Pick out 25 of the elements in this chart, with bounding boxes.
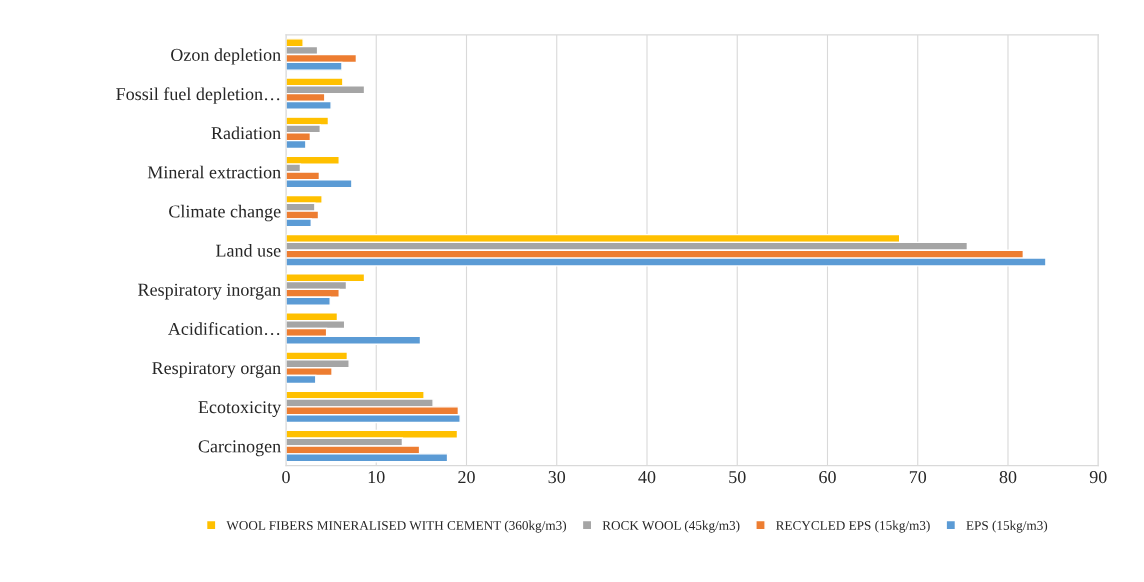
legend-label: EPS (15kg/m3) (966, 520, 1048, 533)
y-tick-label: Radiation (211, 126, 281, 140)
x-tick-label: 90 (1089, 470, 1107, 484)
y-tick-label: Land use (215, 244, 281, 257)
y-tick-label: Respiratory inorgan (138, 283, 281, 300)
x-tick-label: 50 (729, 470, 746, 484)
y-tick-label: Acidification… (168, 322, 280, 336)
x-tick-label: 70 (909, 470, 927, 484)
x-tick-label: 0 (282, 470, 290, 484)
y-tick-label: Respiratory organ (152, 362, 281, 378)
y-tick-label: Carcinogen (198, 440, 281, 457)
x-tick-label: 40 (638, 470, 656, 484)
x-tick-label: 60 (819, 470, 836, 484)
x-tick-label: 30 (548, 470, 566, 484)
y-tick-label: Fossil fuel depletion… (116, 87, 280, 104)
x-tick-label: 10 (368, 470, 385, 484)
x-tick-label: 80 (999, 470, 1017, 484)
y-tick-label: Ozon depletion (171, 48, 281, 65)
legend-label: WOOL FIBERS MINERALISED WITH CEMENT (360kg/m3) (226, 520, 567, 533)
y-tick-label: Ecotoxicity (198, 401, 282, 418)
legend-label: ROCK WOOL (45kg/m3) (602, 520, 740, 533)
x-tick-label: 20 (458, 470, 475, 484)
y-tick-label: Climate change (169, 204, 281, 222)
legend-label: RECYCLED EPS (15kg/m3) (776, 520, 930, 533)
y-tick-label: Mineral extraction (147, 165, 281, 179)
